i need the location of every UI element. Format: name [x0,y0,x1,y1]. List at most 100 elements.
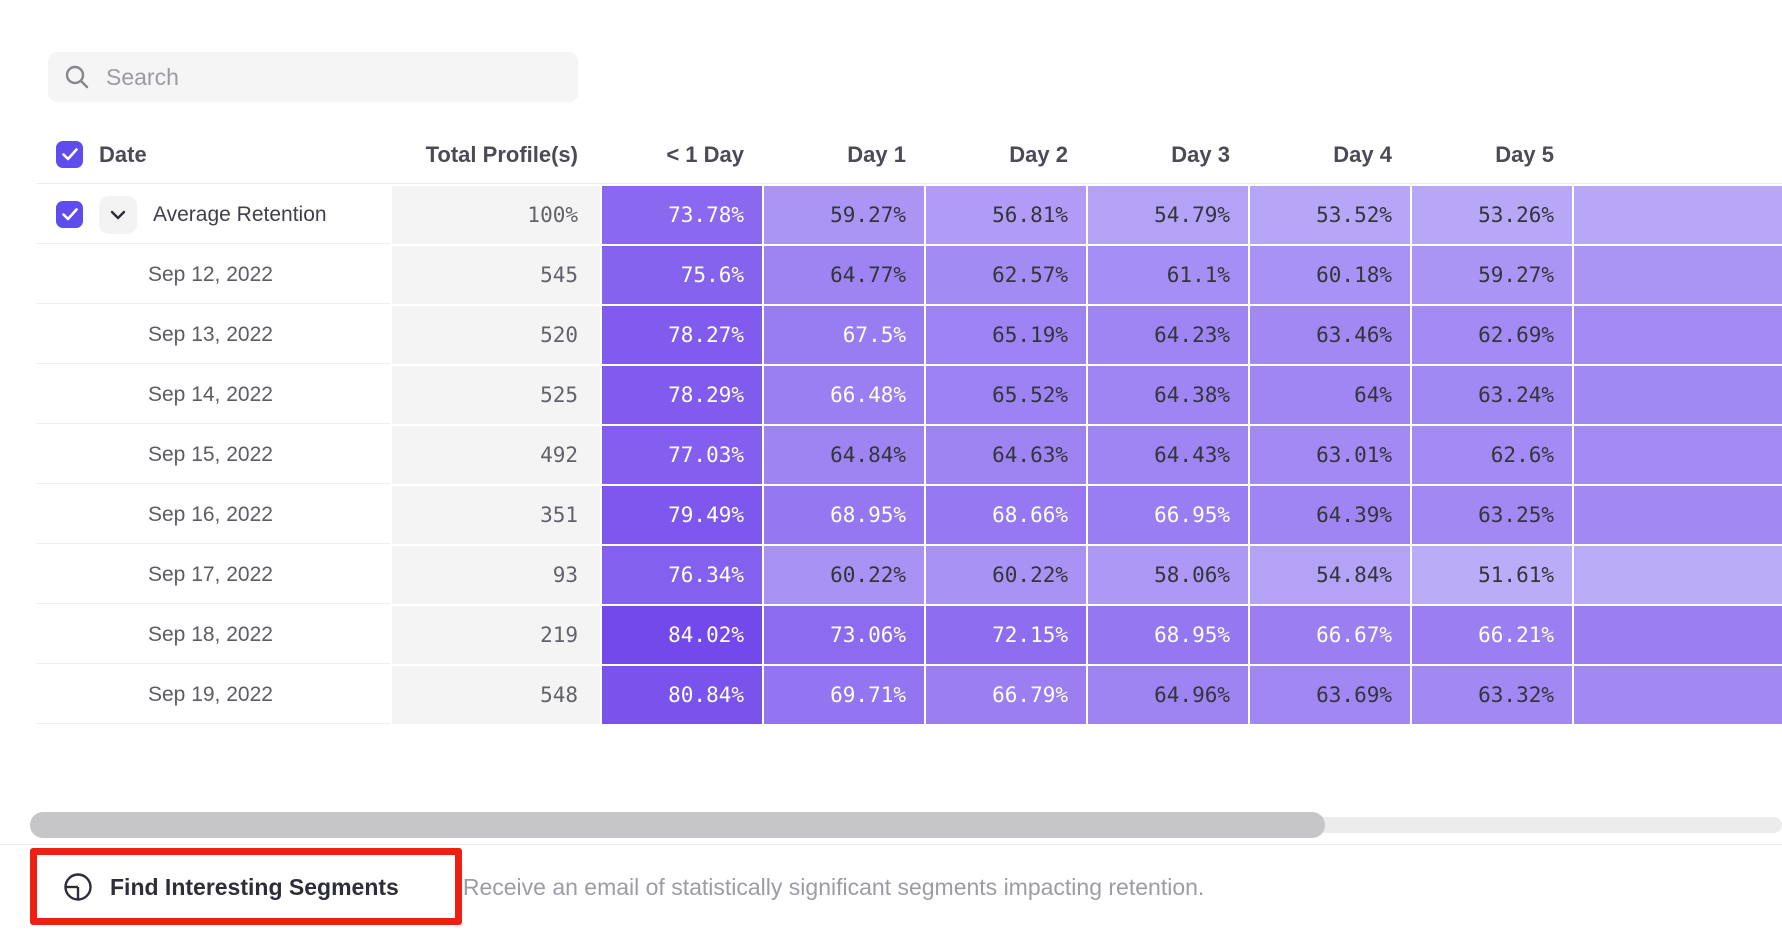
header-day-1: Day 1 [847,141,906,167]
retention-value-cell: 80.84% [602,666,762,724]
retention-value-cell: 64.38% [1088,366,1248,424]
retention-value-cell: 66.21% [1412,606,1572,664]
row-label: Sep 13, 2022 [148,322,273,346]
total-profiles-cell: 525 [392,366,600,424]
retention-value-cell: 59.27% [764,186,924,244]
retention-value-cell-partial [1574,606,1782,664]
retention-value-cell: 62.69% [1412,306,1572,364]
header-total-profiles: Total Profile(s) [425,141,578,167]
retention-value-cell: 69.71% [764,666,924,724]
retention-value-cell: 63.69% [1250,666,1410,724]
retention-value-cell: 60.18% [1250,246,1410,304]
search-box[interactable] [48,52,578,102]
retention-value-cell: 64.63% [926,426,1086,484]
cohort-row: Sep 14, 2022 525 78.29% 66.48% 65.52% 64.38% 6… [36,366,1782,424]
retention-value-cell: 64.23% [1088,306,1248,364]
retention-value-cell-partial [1574,486,1782,544]
search-input[interactable] [106,63,562,91]
retention-value-cell: 66.95% [1088,486,1248,544]
header-day-4: Day 4 [1333,141,1392,167]
retention-value-cell: 54.79% [1088,186,1248,244]
retention-value-cell-partial [1574,306,1782,364]
retention-value-cell: 72.15% [926,606,1086,664]
row-date-cell: Sep 12, 2022 [36,246,390,304]
total-profiles-cell: 520 [392,306,600,364]
total-profiles-cell: 492 [392,426,600,484]
retention-value-cell-partial [1574,546,1782,604]
total-profiles-cell: 548 [392,666,600,724]
retention-value-cell: 64.77% [764,246,924,304]
retention-value-cell: 62.57% [926,246,1086,304]
total-profiles-cell: 100% [392,186,600,244]
cohort-row: Sep 12, 2022 545 75.6% 64.77% 62.57% 61.1% 60.… [36,246,1782,304]
row-label: Sep 19, 2022 [148,682,273,706]
footer-description: Receive an email of statistically signif… [462,873,1205,900]
retention-value-cell: 66.48% [764,366,924,424]
row-label: Average Retention [153,202,327,226]
retention-value-cell: 63.24% [1412,366,1572,424]
retention-value-cell: 53.52% [1250,186,1410,244]
retention-value-cell: 59.27% [1412,246,1572,304]
row-label: Sep 17, 2022 [148,562,273,586]
retention-value-cell: 64.84% [764,426,924,484]
retention-value-cell: 68.95% [1088,606,1248,664]
retention-value-cell-partial [1574,246,1782,304]
header-date: Date [36,141,390,168]
cohort-row: Sep 18, 2022 219 84.02% 73.06% 72.15% 68.95% 6… [36,606,1782,664]
cohort-row: Sep 17, 2022 93 76.34% 60.22% 60.22% 58.06% 54… [36,546,1782,604]
row-label: Sep 18, 2022 [148,622,273,646]
row-checkbox[interactable] [56,201,83,228]
cohort-row: Sep 15, 2022 492 77.03% 64.84% 64.63% 64.43% 6… [36,426,1782,484]
select-all-checkbox[interactable] [56,141,83,168]
row-label: Sep 15, 2022 [148,442,273,466]
find-interesting-segments-button[interactable]: Find Interesting Segments [36,871,399,903]
header-day-2: Day 2 [1009,141,1068,167]
retention-value-cell: 61.1% [1088,246,1248,304]
retention-value-cell: 64.43% [1088,426,1248,484]
table-body: Average Retention 100% 73.78% 59.27% 56.81% 5… [36,186,1782,724]
average-retention-row: Average Retention 100% 73.78% 59.27% 56.81% 5… [36,186,1782,244]
retention-value-cell: 73.06% [764,606,924,664]
retention-value-cell: 79.49% [602,486,762,544]
header-day-3: Day 3 [1171,141,1230,167]
row-date-cell: Average Retention [36,186,390,244]
row-label: Sep 14, 2022 [148,382,273,406]
retention-value-cell-partial [1574,186,1782,244]
total-profiles-cell: 219 [392,606,600,664]
cohort-row: Sep 13, 2022 520 78.27% 67.5% 65.19% 64.23% 63… [36,306,1782,364]
row-date-cell: Sep 18, 2022 [36,606,390,664]
retention-value-cell: 65.52% [926,366,1086,424]
horizontal-scrollbar-thumb[interactable] [30,812,1325,838]
row-date-cell: Sep 17, 2022 [36,546,390,604]
retention-value-cell: 84.02% [602,606,762,664]
header-lt-1-day: < 1 Day [666,141,744,167]
cohort-row: Sep 16, 2022 351 79.49% 68.95% 68.66% 66.95% 6… [36,486,1782,544]
find-interesting-segments-label: Find Interesting Segments [110,873,399,900]
retention-table: Date Total Profile(s) < 1 Day Day 1 Day … [36,126,1782,724]
retention-value-cell: 54.84% [1250,546,1410,604]
header-date-label: Date [99,141,147,167]
retention-value-cell: 53.26% [1412,186,1572,244]
retention-value-cell: 64.39% [1250,486,1410,544]
footer-bar: Find Interesting Segments Receive an ema… [36,852,1776,922]
retention-value-cell: 64% [1250,366,1410,424]
chevron-down-icon [110,210,126,219]
retention-value-cell: 68.95% [764,486,924,544]
table-header-row: Date Total Profile(s) < 1 Day Day 1 Day … [36,126,1782,184]
row-label: Sep 16, 2022 [148,502,273,526]
retention-value-cell: 63.25% [1412,486,1572,544]
retention-value-cell: 78.29% [602,366,762,424]
retention-value-cell: 60.22% [926,546,1086,604]
total-profiles-cell: 351 [392,486,600,544]
retention-value-cell: 66.79% [926,666,1086,724]
row-date-cell: Sep 16, 2022 [36,486,390,544]
retention-value-cell: 75.6% [602,246,762,304]
retention-value-cell: 51.61% [1412,546,1572,604]
check-icon [61,208,78,221]
retention-value-cell-partial [1574,666,1782,724]
total-profiles-cell: 93 [392,546,600,604]
total-profiles-cell: 545 [392,246,600,304]
expand-collapse-button[interactable] [99,195,137,234]
retention-value-cell: 68.66% [926,486,1086,544]
